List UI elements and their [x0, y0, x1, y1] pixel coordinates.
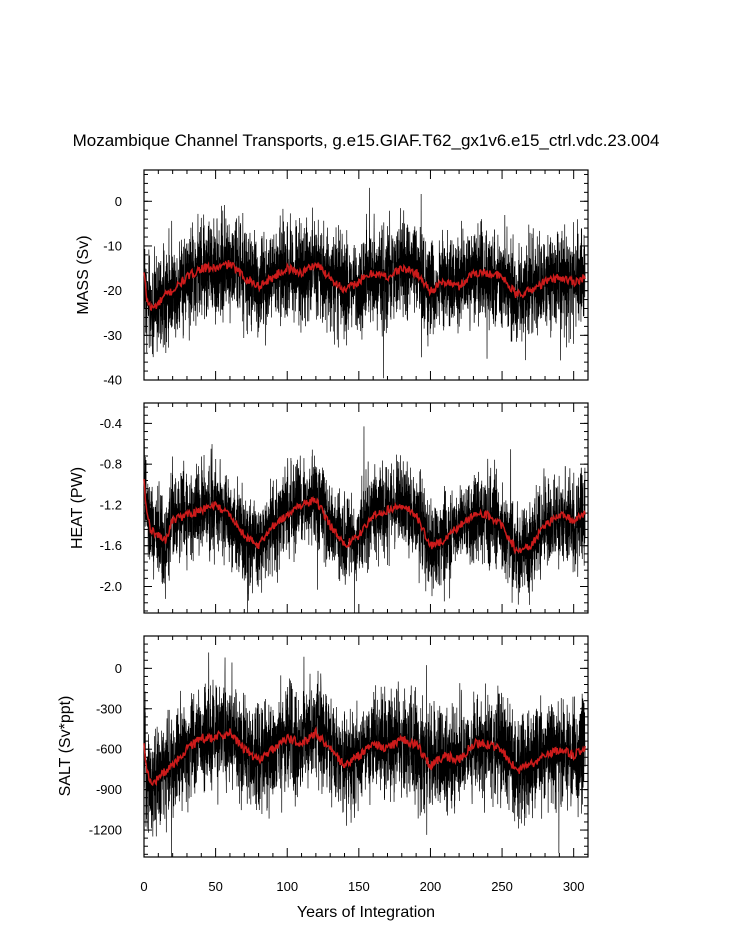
mass-monthly-series [143, 187, 586, 379]
x-axis-label: Years of Integration [297, 904, 435, 921]
salt-running-mean-series [143, 725, 586, 787]
mass-panel: 0 -10 -20 -30 -40 MASS (Sv) [75, 169, 589, 388]
heat-monthly-series [143, 426, 586, 614]
mass-ytick-label: -40 [103, 373, 122, 388]
x-tick-label: 250 [491, 879, 513, 894]
salt-ytick-label: -300 [96, 701, 122, 716]
x-tick-label: 300 [563, 879, 585, 894]
heat-ytick-label: -1.6 [100, 538, 122, 553]
figure-title: Mozambique Channel Transports, g.e15.GIA… [73, 131, 660, 150]
heat-ticks [143, 403, 589, 613]
mass-ytick-label: -10 [103, 238, 122, 253]
heat-running-mean-series [143, 478, 586, 555]
heat-panel: -0.4 -0.8 -1.2 -1.6 -2.0 HEAT (PW) [69, 402, 589, 614]
heat-ytick-label: -0.4 [100, 416, 122, 431]
x-tick-labels: 0 50 100 150 200 250 300 [140, 879, 584, 894]
salt-ytick-label: -600 [96, 742, 122, 757]
heat-ylabel: HEAT (PW) [69, 467, 86, 549]
x-tick-label: 200 [420, 879, 442, 894]
mass-tick-labels: 0 -10 -20 -30 -40 [103, 194, 122, 388]
salt-ytick-label: -1200 [89, 823, 122, 838]
heat-ytick-label: -2.0 [100, 579, 122, 594]
x-tick-label: 0 [140, 879, 147, 894]
mass-ylabel: MASS (Sv) [75, 235, 92, 314]
salt-panel: 0 -300 -600 -900 -1200 SALT (Sv*ppt) [57, 635, 589, 858]
salt-tick-labels: 0 -300 -600 -900 -1200 [89, 661, 122, 838]
mass-ytick-label: -30 [103, 328, 122, 343]
heat-tick-labels: -0.4 -0.8 -1.2 -1.6 -2.0 [100, 416, 122, 594]
x-tick-label: 50 [208, 879, 222, 894]
salt-ytick-label: 0 [115, 661, 122, 676]
mass-running-mean-series [143, 260, 586, 312]
salt-monthly-series [143, 652, 586, 858]
mass-ytick-label: 0 [115, 194, 122, 209]
mass-ytick-label: -20 [103, 283, 122, 298]
heat-ytick-label: -0.8 [100, 457, 122, 472]
salt-ylabel: SALT (Sv*ppt) [57, 696, 74, 797]
x-tick-label: 150 [348, 879, 370, 894]
salt-ytick-label: -900 [96, 782, 122, 797]
heat-plot-frame [143, 402, 589, 614]
heat-ytick-label: -1.2 [100, 497, 122, 512]
x-tick-label: 100 [276, 879, 298, 894]
